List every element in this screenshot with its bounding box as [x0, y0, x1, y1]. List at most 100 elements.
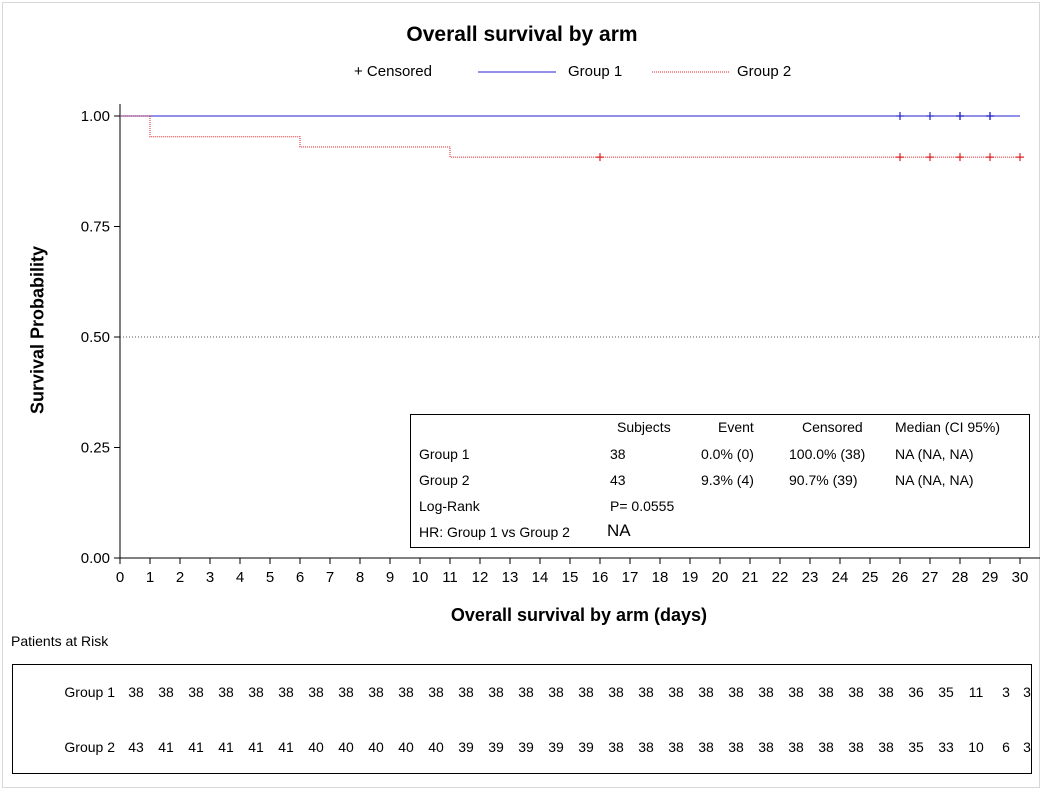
stats-logrank-label: Log-Rank: [419, 498, 480, 514]
risk-value: 40: [338, 739, 354, 755]
stats-table: Subjects Event Censored Median (CI 95%) …: [410, 414, 1030, 548]
risk-value: 38: [368, 684, 384, 700]
x-tick-label: 3: [206, 569, 214, 586]
stats-row-group-2-censored: 90.7% (39): [789, 472, 858, 488]
risk-row-label: Group 2: [64, 739, 115, 755]
risk-value: 40: [368, 739, 384, 755]
stats-logrank-value: P= 0.0555: [610, 498, 675, 514]
stats-row-group-1-name: Group 1: [419, 446, 470, 462]
risk-value: 38: [698, 739, 714, 755]
risk-value: 33: [938, 739, 954, 755]
series-line-group-2: [120, 115, 1020, 158]
x-tick-label: 13: [502, 569, 519, 586]
stats-row-group-2-name: Group 2: [419, 472, 470, 488]
stats-row-group-2-subjects: 43: [610, 472, 626, 488]
risk-value: 38: [248, 684, 264, 700]
x-tick-label: 29: [982, 569, 999, 586]
x-tick-label: 11: [442, 569, 458, 586]
x-tick-label: 1: [146, 569, 154, 586]
stats-header-median: Median (CI 95%): [895, 419, 1001, 435]
stats-header-subjects: Subjects: [617, 419, 671, 435]
legend-group-2-label: Group 2: [737, 63, 792, 80]
x-tick-label: 28: [952, 569, 969, 586]
legend-censored: + Censored: [354, 63, 432, 80]
risk-value: 38: [218, 684, 234, 700]
risk-value: 35: [908, 739, 924, 755]
risk-value: 38: [608, 739, 624, 755]
y-axis-title: Survival Probability: [27, 245, 48, 415]
x-tick-label: 19: [682, 569, 699, 586]
risk-value: 38: [818, 684, 834, 700]
risk-table-title: Patients at Risk: [11, 633, 109, 649]
risk-value: 38: [428, 684, 444, 700]
risk-value: 41: [248, 739, 264, 755]
risk-value: 38: [458, 684, 474, 700]
x-tick-label: 5: [266, 569, 274, 586]
risk-value: 38: [518, 684, 534, 700]
x-tick-label: 26: [892, 569, 909, 586]
stats-hr-label: HR: Group 1 vs Group 2: [419, 524, 570, 540]
risk-value: 43: [128, 739, 144, 755]
risk-value: 38: [488, 684, 504, 700]
risk-value: 39: [518, 739, 534, 755]
risk-value: 41: [218, 739, 234, 755]
risk-value: 38: [788, 739, 804, 755]
legend-group-1-label: Group 1: [568, 63, 623, 80]
risk-value: 38: [878, 684, 894, 700]
x-tick-label: 4: [236, 569, 244, 586]
x-axis-title: Overall survival by arm (days): [450, 605, 708, 625]
x-tick-label: 18: [652, 569, 669, 586]
risk-value: 11: [968, 684, 984, 700]
risk-value: 40: [428, 739, 444, 755]
x-tick-label: 2: [176, 569, 184, 586]
risk-value: 39: [578, 739, 594, 755]
risk-value: 36: [908, 684, 924, 700]
risk-value: 39: [458, 739, 474, 755]
stats-hr-value: NA: [607, 521, 631, 540]
x-tick-label: 22: [772, 569, 789, 586]
x-tick-label: 0: [116, 569, 124, 586]
risk-value: 41: [188, 739, 204, 755]
risk-value: 6: [1002, 739, 1010, 755]
stats-row-group-1-censored: 100.0% (38): [789, 446, 866, 462]
x-tick-label: 25: [862, 569, 879, 586]
risk-value: 38: [668, 739, 684, 755]
y-tick-label: 0.25: [81, 440, 110, 457]
risk-value: 10: [968, 739, 984, 755]
x-tick-label: 27: [922, 569, 939, 586]
stats-header-censored: Censored: [802, 419, 863, 435]
x-tick-label: 7: [326, 569, 334, 586]
risk-value: 39: [548, 739, 564, 755]
x-tick-label: 15: [562, 569, 579, 586]
x-tick-label: 21: [742, 569, 759, 586]
stats-row-group-1-subjects: 38: [610, 446, 626, 462]
y-tick-label: 0.75: [81, 219, 110, 236]
risk-value: 38: [668, 684, 684, 700]
risk-value: 38: [128, 684, 144, 700]
risk-value: 38: [758, 684, 774, 700]
risk-value: 39: [488, 739, 504, 755]
risk-value: 38: [308, 684, 324, 700]
risk-value: 38: [788, 684, 804, 700]
x-tick-label: 6: [296, 569, 304, 586]
risk-value: 41: [278, 739, 294, 755]
x-tick-label: 16: [592, 569, 609, 586]
risk-value: 38: [638, 739, 654, 755]
risk-value: 38: [878, 739, 894, 755]
risk-value: 38: [848, 684, 864, 700]
risk-value: 38: [188, 684, 204, 700]
risk-value: 3: [1023, 739, 1031, 755]
risk-value: 38: [578, 684, 594, 700]
risk-row-label: Group 1: [64, 684, 115, 700]
x-tick-label: 14: [532, 569, 549, 586]
risk-value: 38: [338, 684, 354, 700]
risk-value: 41: [158, 739, 174, 755]
risk-value: 38: [608, 684, 624, 700]
chart-title: Overall survival by arm: [406, 23, 638, 46]
y-tick-label: 0.50: [81, 329, 110, 346]
x-tick-label: 9: [386, 569, 394, 586]
x-tick-label: 12: [472, 569, 489, 586]
x-tick-label: 10: [412, 569, 429, 586]
